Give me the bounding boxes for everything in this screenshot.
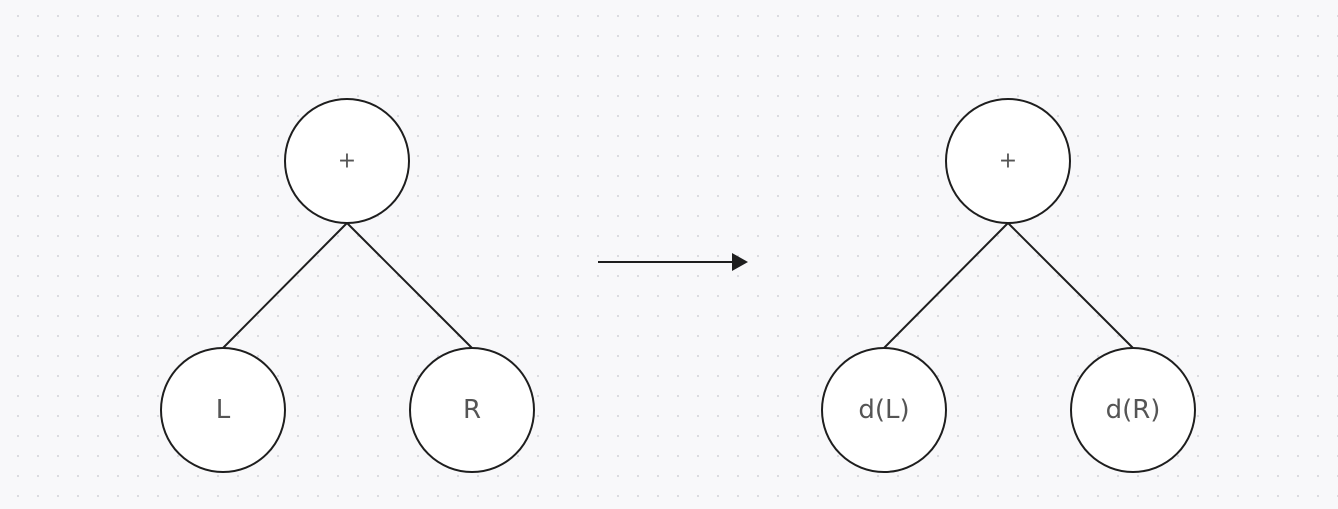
right-tree-left-label: d(L) [858, 395, 909, 425]
transform-arrow [598, 253, 748, 271]
right-tree-edge-right [1007, 222, 1134, 349]
left-tree-right-node[interactable]: R [409, 347, 535, 473]
right-tree-right-node[interactable]: d(R) [1070, 347, 1196, 473]
right-tree-root-label: + [999, 149, 1017, 174]
left-tree-edge-left [222, 222, 348, 349]
right-tree-root-node[interactable]: + [945, 98, 1071, 224]
right-tree-right-label: d(R) [1106, 395, 1161, 425]
left-tree-right-label: R [463, 395, 481, 425]
left-tree-edge-right [346, 222, 473, 349]
left-tree-left-node[interactable]: L [160, 347, 286, 473]
transform-arrow-head-icon [732, 253, 748, 271]
left-tree-root-node[interactable]: + [284, 98, 410, 224]
right-tree: + d(L) d(R) [821, 98, 1196, 473]
left-tree-root-label: + [338, 149, 356, 174]
right-tree-edge-left [883, 222, 1009, 349]
left-tree-left-label: L [216, 395, 231, 425]
right-tree-left-node[interactable]: d(L) [821, 347, 947, 473]
left-tree: + L R [160, 98, 535, 473]
